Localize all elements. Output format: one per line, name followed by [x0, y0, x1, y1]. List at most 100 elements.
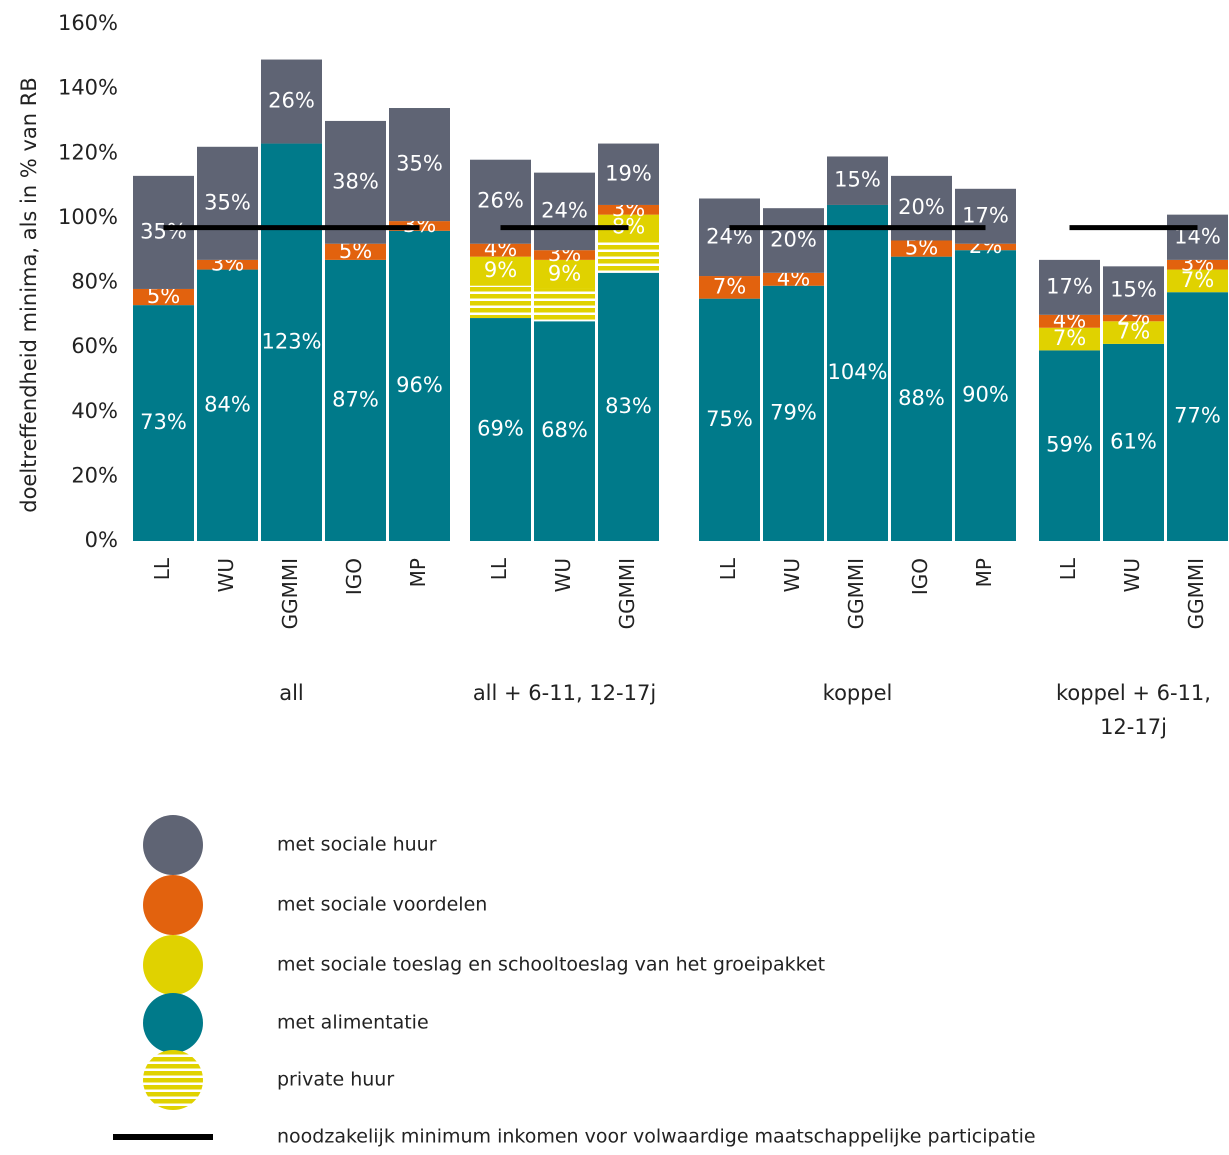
legend-label: met sociale toeslag en schooltoeslag van… — [277, 954, 825, 976]
data-label: 90% — [962, 383, 1009, 407]
bar-segment — [1103, 321, 1164, 344]
x-tick-label: LL — [716, 557, 740, 580]
bar-segment — [261, 143, 322, 541]
bar-segment — [1039, 259, 1100, 315]
bar-segment — [955, 188, 1016, 244]
legend-label: noodzakelijk minimum inkomen voor volwaa… — [277, 1126, 1036, 1148]
bar-segment — [1039, 350, 1100, 541]
bar-segment — [261, 59, 322, 144]
data-label: 9% — [484, 258, 517, 282]
bar-segment — [534, 288, 595, 322]
legend-label: met sociale huur — [277, 834, 437, 856]
legend-label: met sociale voordelen — [277, 894, 487, 916]
bar-segment — [1103, 266, 1164, 315]
data-label: 17% — [1046, 274, 1093, 298]
y-tick-label: 120% — [58, 140, 118, 164]
x-tick-label: MP — [972, 558, 996, 587]
data-label: 104% — [827, 360, 887, 384]
y-tick-label: 60% — [71, 334, 118, 358]
x-tick-label: IGO — [908, 558, 932, 595]
data-label: 96% — [396, 373, 443, 397]
group-label: koppel — [822, 681, 893, 705]
data-label: 59% — [1046, 433, 1093, 457]
group-label: all — [279, 681, 304, 705]
x-tick-label: LL — [150, 557, 174, 580]
data-label: 9% — [548, 261, 581, 285]
data-label: 35% — [204, 190, 251, 214]
data-label: 75% — [706, 407, 753, 431]
data-label: 7% — [713, 274, 746, 298]
y-tick-label: 160% — [58, 11, 118, 35]
data-label: 84% — [204, 392, 251, 416]
x-tick-label: WU — [1120, 558, 1144, 592]
data-label: 7% — [1117, 320, 1150, 344]
bar-segment — [470, 318, 531, 541]
bar-segment — [955, 243, 1016, 251]
data-label: 26% — [268, 89, 315, 113]
x-tick-label: GGMMI — [615, 558, 639, 629]
data-label: 77% — [1174, 404, 1221, 428]
bar-segment — [133, 305, 194, 541]
bar-segment — [598, 240, 659, 273]
bar-segment — [891, 256, 952, 541]
bar-segment — [197, 259, 258, 270]
data-label: 61% — [1110, 429, 1157, 453]
data-label: 88% — [898, 386, 945, 410]
x-tick-label: WU — [551, 558, 575, 592]
data-label: 79% — [770, 400, 817, 424]
legend-swatch — [143, 1050, 203, 1110]
bar-segment — [534, 172, 595, 251]
bar-segment — [197, 146, 258, 260]
bar-segment — [325, 243, 386, 260]
bar-segment — [1103, 343, 1164, 541]
bar-segment — [699, 298, 760, 541]
bar-segment — [598, 204, 659, 215]
legend-swatch — [143, 875, 203, 935]
data-label: 87% — [332, 387, 379, 411]
bar-segment — [955, 250, 1016, 541]
legend-swatch — [143, 935, 203, 995]
data-label: 20% — [770, 227, 817, 251]
x-tick-label: LL — [1056, 557, 1080, 580]
x-tick-label: WU — [780, 558, 804, 592]
y-tick-label: 140% — [58, 76, 118, 100]
bar-segment — [827, 156, 888, 205]
bar-segment — [470, 256, 531, 286]
x-tick-label: GGMMI — [278, 558, 302, 629]
bar-segment — [763, 208, 824, 273]
data-label: 69% — [477, 417, 524, 441]
group-label: koppel + 6-11, 12-17j — [1056, 681, 1211, 739]
data-label: 15% — [834, 168, 881, 192]
bar-segment — [1167, 292, 1228, 541]
bar-segment — [1039, 314, 1100, 328]
data-label: 20% — [898, 195, 945, 219]
bar-segment — [598, 272, 659, 541]
y-tick-label: 0% — [85, 528, 118, 552]
bar-segment — [325, 120, 386, 244]
x-tick-label: MP — [406, 558, 430, 587]
legend-swatch — [143, 815, 203, 875]
bar-segment — [534, 321, 595, 541]
data-label: 19% — [605, 161, 652, 185]
y-tick-label: 100% — [58, 205, 118, 229]
bar-segment — [763, 285, 824, 541]
bar-segment — [133, 175, 194, 289]
data-label: 83% — [605, 394, 652, 418]
bar-segment — [1039, 327, 1100, 351]
y-tick-label: 20% — [71, 463, 118, 487]
bar-segment — [827, 204, 888, 541]
data-label: 35% — [396, 152, 443, 176]
bar-segment — [1167, 269, 1228, 293]
bar-segment — [325, 259, 386, 541]
bar-segment — [598, 143, 659, 205]
bar-segment — [699, 276, 760, 299]
bar-segment — [133, 288, 194, 306]
x-tick-label: LL — [487, 557, 511, 580]
bar-segment — [534, 250, 595, 260]
bar-segment — [1167, 259, 1228, 270]
bar-segment — [389, 230, 450, 542]
x-tick-label: GGMMI — [844, 558, 868, 629]
data-label: 17% — [962, 203, 1009, 227]
